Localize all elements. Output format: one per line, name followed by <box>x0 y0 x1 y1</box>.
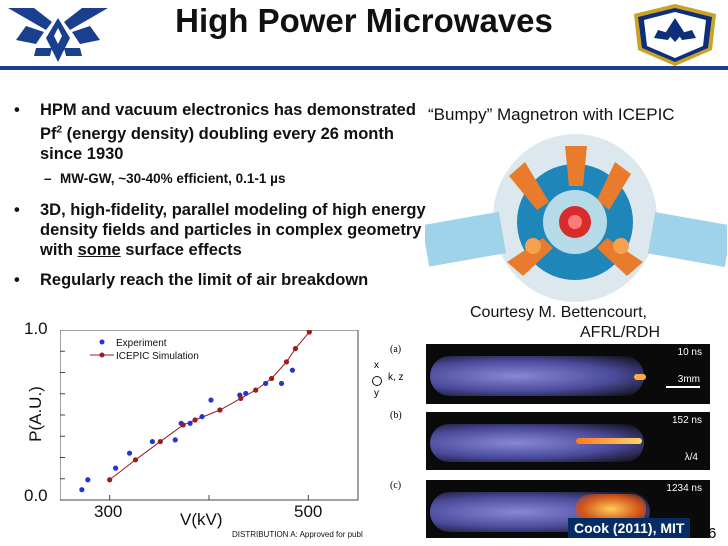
axis-x-label: x <box>374 360 379 371</box>
simulation-point <box>238 395 244 401</box>
sub-bullet-efficiency: – MW-GW, ~30-40% efficient, 0.1-1 µs <box>44 171 390 186</box>
simulation-point <box>253 387 259 393</box>
y-axis-label: P(A.U.) <box>26 386 45 442</box>
sub-bullet-marker: – <box>44 171 52 186</box>
x-tick-300: 300 <box>94 502 123 521</box>
afrl-seal <box>634 4 716 66</box>
bullet-modeling-text: 3D, high-fidelity, parallel modeling of … <box>40 201 426 259</box>
simulation-point <box>132 457 139 463</box>
magnetron-image <box>425 134 727 302</box>
sub-bullet-text: MW-GW, ~30-40% efficient, 0.1-1 µs <box>60 171 286 186</box>
courtesy-line-1: Courtesy M. Bettencourt, <box>470 304 647 321</box>
lambda-label: λ/4 <box>684 452 698 463</box>
experiment-point <box>289 367 296 373</box>
simulation-line <box>109 331 310 481</box>
plasma-a <box>430 356 644 396</box>
scale-label: 3mm <box>677 374 700 385</box>
experiment-panels: (a) (b) (c) x k, z y 10 ns 3mm 152 ns λ/… <box>370 330 710 538</box>
chart-legend: Experiment ICEPIC Simulation <box>90 338 199 362</box>
simulation-point <box>268 375 275 382</box>
time-b: 152 ns <box>671 415 702 426</box>
page-number: 6 <box>708 525 717 542</box>
bullet-hpm: • HPM and vacuum electronics has demonst… <box>14 100 420 164</box>
experiment-point <box>208 397 214 403</box>
bullet-marker: • <box>14 201 20 219</box>
simulation-point <box>283 359 290 365</box>
time-c: 1234 ns <box>666 483 702 494</box>
panel-b-image: 152 ns λ/4 <box>426 412 710 470</box>
distribution-footer: DISTRIBUTION A: Approved for publ <box>232 530 363 539</box>
panel-label-b: (b) <box>390 410 402 421</box>
hotspot-a <box>634 374 646 380</box>
experiment-point <box>172 437 178 443</box>
bullet-air-breakdown: • Regularly reach the limit of air break… <box>14 270 420 290</box>
experiment-point <box>187 420 193 426</box>
bullet-marker: • <box>14 101 20 119</box>
air-force-logo <box>8 8 108 62</box>
courtesy-line-2: AFRL/RDH <box>580 324 661 341</box>
hotspot-b <box>576 438 642 444</box>
experiment-point <box>278 380 285 387</box>
experiment-point <box>113 465 119 471</box>
legend-simulation-marker <box>99 352 105 358</box>
panel-label-c: (c) <box>390 480 402 491</box>
y-tick-top: 1.0 <box>24 319 48 338</box>
simulation-point <box>192 417 198 423</box>
bullet-modeling: • 3D, high-fidelity, parallel modeling o… <box>14 200 450 260</box>
x-tick-500: 500 <box>294 502 323 521</box>
axis-k-label: k, z <box>388 372 404 383</box>
panel-a-image: 10 ns 3mm <box>426 344 710 404</box>
time-a: 10 ns <box>677 347 702 358</box>
pv-scatter-plot: Experiment ICEPIC Simulation <box>60 330 359 501</box>
bullet-air-breakdown-text: Regularly reach the limit of air breakdo… <box>40 271 369 289</box>
x-axis-label: V(kV) <box>180 510 223 529</box>
simulation-point <box>217 407 223 413</box>
magnetron-caption: “Bumpy” Magnetron with ICEPIC <box>428 105 675 124</box>
experiment-point <box>79 487 85 493</box>
slide-title: High Power Microwaves <box>175 2 553 39</box>
experiment-point <box>243 390 249 397</box>
legend-experiment: Experiment <box>116 338 167 349</box>
axis-origin-icon <box>372 376 382 386</box>
y-tick-bottom: 0.0 <box>24 486 48 505</box>
simulation-point <box>180 422 186 428</box>
experiment-point <box>126 450 133 456</box>
experiment-point <box>85 477 91 483</box>
simulation-point <box>292 346 299 352</box>
experiment-point <box>263 380 269 387</box>
experiment-point <box>149 438 155 445</box>
scale-bar <box>666 386 700 388</box>
cook-citation: Cook (2011), MIT <box>568 518 691 538</box>
experiment-point <box>199 414 205 420</box>
legend-experiment-marker <box>99 339 105 345</box>
axis-y-label: y <box>374 388 379 399</box>
panel-label-a: (a) <box>390 344 402 355</box>
simulation-point <box>107 477 113 483</box>
bullet-hpm-text: HPM and vacuum electronics has demonstra… <box>40 101 416 163</box>
simulation-point <box>306 330 312 335</box>
title-divider <box>0 66 728 70</box>
simulation-point <box>157 438 163 445</box>
legend-simulation: ICEPIC Simulation <box>116 351 199 362</box>
bullet-marker: • <box>14 271 20 289</box>
